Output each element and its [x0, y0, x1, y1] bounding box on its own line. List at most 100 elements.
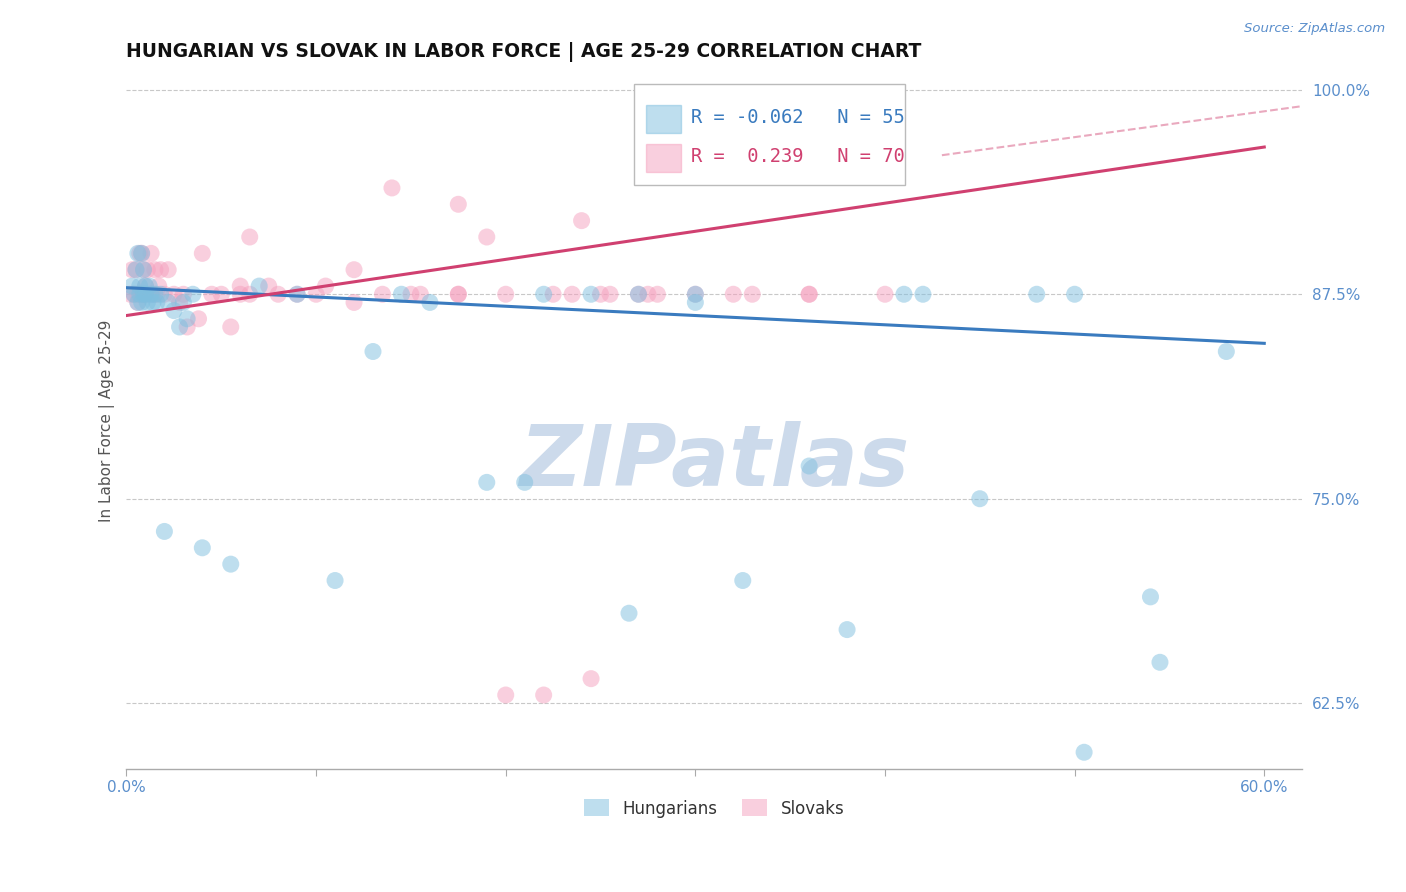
Point [146, 287, 169, 301]
Point [132, 287, 155, 301]
Point [201, 287, 224, 301]
Point [219, 320, 242, 334]
Point [121, 279, 143, 293]
Point [495, 287, 517, 301]
Point [219, 557, 242, 571]
Point [153, 524, 176, 539]
Point [627, 287, 650, 301]
Point [599, 287, 621, 301]
Point [143, 287, 166, 301]
Point [835, 623, 858, 637]
Point [125, 262, 148, 277]
Point [128, 279, 150, 293]
Point [149, 262, 172, 277]
Point [381, 181, 404, 195]
Point [969, 491, 991, 506]
Point [157, 295, 180, 310]
Point [127, 295, 149, 310]
Point [157, 262, 180, 277]
Point [181, 287, 204, 301]
Point [139, 246, 162, 260]
Point [731, 574, 754, 588]
Point [495, 688, 517, 702]
Point [153, 287, 176, 301]
Point [148, 279, 170, 293]
Point [475, 475, 498, 490]
Point [142, 287, 165, 301]
Point [1139, 590, 1161, 604]
Legend: Hungarians, Slovaks: Hungarians, Slovaks [578, 793, 851, 824]
Point [128, 287, 150, 301]
Point [128, 287, 150, 301]
Point [134, 279, 156, 293]
Point [136, 262, 159, 277]
Point [138, 279, 160, 293]
Point [163, 303, 186, 318]
Point [176, 311, 198, 326]
Point [647, 287, 669, 301]
Bar [647, 104, 682, 133]
Point [285, 287, 308, 301]
Point [247, 279, 270, 293]
Point [132, 287, 155, 301]
Point [125, 262, 148, 277]
Point [447, 197, 470, 211]
Point [131, 287, 153, 301]
Point [1149, 655, 1171, 669]
Point [139, 287, 162, 301]
Point [447, 287, 470, 301]
Point [685, 287, 707, 301]
Point [797, 458, 820, 473]
Point [187, 311, 209, 326]
Point [120, 287, 142, 301]
Point [1063, 287, 1085, 301]
Point [229, 287, 252, 301]
Point [533, 287, 555, 301]
Point [579, 672, 602, 686]
Point [343, 262, 366, 277]
Point [419, 295, 441, 310]
Point [146, 295, 169, 310]
Text: ZIPatlas: ZIPatlas [519, 421, 910, 504]
Text: Source: ZipAtlas.com: Source: ZipAtlas.com [1244, 22, 1385, 36]
Point [134, 279, 156, 293]
Point [617, 606, 640, 620]
Point [191, 541, 214, 555]
Point [131, 246, 153, 260]
Point [169, 295, 191, 310]
Point [128, 246, 150, 260]
Point [127, 287, 149, 301]
Point [533, 688, 555, 702]
Point [176, 320, 198, 334]
Point [132, 262, 155, 277]
Point [163, 287, 186, 301]
Point [122, 287, 145, 301]
Point [893, 287, 915, 301]
Point [239, 230, 262, 244]
Point [121, 262, 143, 277]
Point [741, 287, 763, 301]
Text: HUNGARIAN VS SLOVAK IN LABOR FORCE | AGE 25-29 CORRELATION CHART: HUNGARIAN VS SLOVAK IN LABOR FORCE | AGE… [127, 42, 922, 62]
Point [399, 287, 422, 301]
Point [169, 320, 191, 334]
Point [131, 295, 153, 310]
Point [1215, 344, 1237, 359]
Point [315, 279, 337, 293]
Bar [647, 145, 682, 172]
Point [685, 287, 707, 301]
Point [239, 287, 262, 301]
Point [1073, 745, 1095, 759]
Point [685, 295, 707, 310]
Text: R =  0.239   N = 70: R = 0.239 N = 70 [690, 147, 904, 166]
Point [305, 287, 328, 301]
Point [343, 295, 366, 310]
Point [142, 295, 165, 310]
Point [267, 287, 290, 301]
Point [371, 287, 394, 301]
Point [191, 246, 214, 260]
Point [323, 574, 346, 588]
Point [149, 287, 172, 301]
Point [475, 230, 498, 244]
Y-axis label: In Labor Force | Age 25-29: In Labor Force | Age 25-29 [100, 320, 115, 522]
Point [285, 287, 308, 301]
